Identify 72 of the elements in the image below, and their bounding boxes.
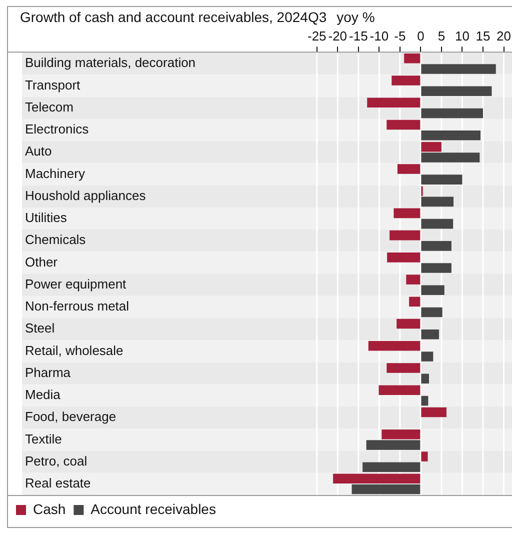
y-tick-label: Textile xyxy=(25,431,62,446)
x-tick-label: -20 xyxy=(328,28,348,44)
y-tick-label: Retail, wholesale xyxy=(25,342,124,358)
bar xyxy=(421,330,439,340)
bar xyxy=(421,307,442,318)
y-tick-label: Chemicals xyxy=(25,232,86,248)
legend-label: Account receivables xyxy=(90,500,216,517)
bar xyxy=(396,318,420,329)
bar xyxy=(421,407,446,418)
bar xyxy=(421,241,452,251)
bar xyxy=(421,130,481,140)
y-tick-label: Other xyxy=(25,254,58,270)
bar xyxy=(421,152,480,162)
bar xyxy=(421,142,442,152)
x-tick-label: 10 xyxy=(455,28,470,44)
y-tick-label: Food, beverage xyxy=(25,409,116,424)
x-axis-title: yoy % xyxy=(336,9,375,25)
bar xyxy=(390,230,420,240)
bar xyxy=(394,208,420,218)
bar xyxy=(421,174,462,184)
bar xyxy=(421,196,454,207)
y-tick-label: Media xyxy=(25,387,62,402)
x-tick-label: 15 xyxy=(476,28,490,44)
bar xyxy=(397,164,420,174)
bar xyxy=(368,341,420,351)
bar xyxy=(409,296,420,307)
bar xyxy=(387,252,420,262)
bar xyxy=(421,396,428,406)
x-tick-label: -5 xyxy=(394,28,406,44)
y-tick-label: Houshold appliances xyxy=(25,188,146,203)
bar xyxy=(421,263,452,273)
bar xyxy=(386,363,420,373)
x-tick-label: -10 xyxy=(370,28,389,44)
bar xyxy=(362,462,420,472)
bar xyxy=(367,98,420,108)
bar xyxy=(404,53,420,64)
x-tick-label: 0 xyxy=(417,28,424,44)
y-tick-label: Utilities xyxy=(25,210,68,226)
legend-label: Cash xyxy=(33,500,66,517)
bar xyxy=(421,285,444,296)
x-tick-label: 20 xyxy=(496,28,512,44)
y-tick-label: Non-ferrous metal xyxy=(25,298,130,314)
y-tick-label: Transport xyxy=(25,77,81,92)
bar xyxy=(421,86,492,96)
y-tick-label: Petro, coal xyxy=(25,453,88,468)
bar xyxy=(421,374,430,384)
x-tick-label: -25 xyxy=(307,28,326,44)
y-tick-label: Machinery xyxy=(25,166,86,181)
y-tick-label: Electronics xyxy=(25,122,90,137)
bar xyxy=(421,218,454,229)
y-tick-label: Auto xyxy=(25,144,52,159)
y-tick-label: Power equipment xyxy=(25,276,127,292)
bar xyxy=(421,352,434,362)
x-tick-label: 5 xyxy=(438,28,446,44)
x-tick-label: -15 xyxy=(349,28,368,44)
bar xyxy=(421,64,496,74)
bar xyxy=(406,274,420,284)
chart-title: Growth of cash and account receivables, 2024Q3 xyxy=(20,9,327,25)
y-tick-label: Building materials, decoration xyxy=(25,55,196,70)
bar xyxy=(421,452,428,462)
y-tick-label: Real estate xyxy=(25,476,91,491)
y-tick-label: Pharma xyxy=(25,364,72,380)
bar xyxy=(333,474,420,484)
bar xyxy=(378,385,420,396)
bar xyxy=(386,120,420,130)
bar xyxy=(366,440,420,450)
y-tick-label: Telecom xyxy=(25,99,74,114)
bar xyxy=(352,484,420,494)
y-tick-label: Steel xyxy=(25,320,55,336)
bar xyxy=(392,76,420,86)
bar xyxy=(421,108,484,118)
bar xyxy=(382,430,420,440)
